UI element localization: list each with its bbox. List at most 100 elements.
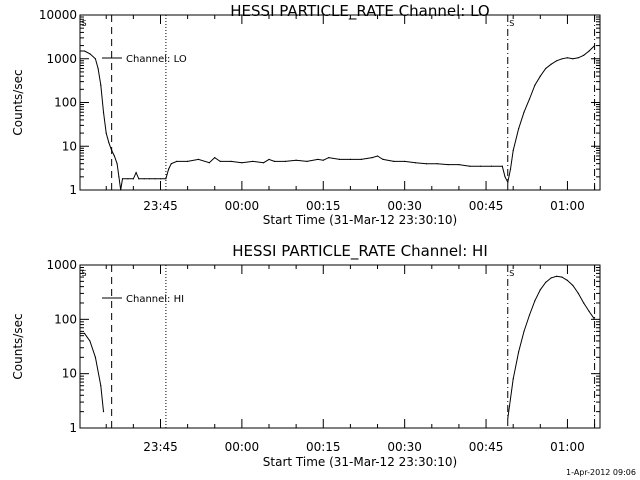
data-point <box>89 340 91 342</box>
data-point <box>534 300 536 302</box>
data-point <box>518 128 520 130</box>
data-point <box>97 67 99 70</box>
y-axis-label: Counts/sec <box>11 69 25 135</box>
chart-panel-hi: HESSI PARTICLE_RATE Channel: HI Start Tim… <box>11 242 601 469</box>
data-point <box>528 314 531 316</box>
data-point <box>263 162 265 164</box>
x-tick-label: 00:00 <box>225 440 260 454</box>
data-point <box>572 58 574 60</box>
series-line-hi <box>80 332 104 412</box>
data-point <box>214 157 216 159</box>
data-point <box>539 289 541 291</box>
data-point <box>393 160 395 162</box>
data-point <box>507 417 509 419</box>
data-point <box>469 165 471 167</box>
data-point <box>550 277 552 279</box>
data-point <box>561 58 563 60</box>
data-point <box>518 351 520 353</box>
y-tick-label: 100 <box>54 96 77 110</box>
data-point <box>79 332 81 334</box>
data-point <box>490 165 493 167</box>
data-point <box>100 84 102 86</box>
data-point <box>577 292 579 294</box>
chart-title: HESSI PARTICLE_RATE Channel: LO <box>230 2 489 21</box>
data-point <box>382 158 384 160</box>
data-point <box>108 142 110 144</box>
x-tick-label: 23:45 <box>143 199 178 213</box>
data-point <box>328 157 330 159</box>
x-tick-label: 00:45 <box>469 199 504 213</box>
data-point <box>111 149 113 152</box>
data-point <box>572 284 574 287</box>
y-tick-label: 10 <box>62 139 77 153</box>
data-point <box>143 178 145 180</box>
data-point <box>545 67 547 70</box>
data-point <box>168 168 170 170</box>
y-tick-label: 100 <box>54 312 77 326</box>
data-point <box>230 160 232 162</box>
data-point <box>83 50 86 52</box>
data-point <box>317 158 319 160</box>
data-point <box>360 158 362 160</box>
data-point <box>100 385 102 387</box>
legend-label: Channel: LO <box>126 54 187 65</box>
data-point <box>349 158 351 160</box>
data-point <box>94 58 96 60</box>
data-point <box>105 132 107 134</box>
legend-label: Channel: HI <box>126 294 184 305</box>
data-point <box>273 160 275 162</box>
series-line-lo <box>80 45 595 191</box>
data-point <box>241 162 243 164</box>
data-point <box>135 172 137 174</box>
data-point <box>545 281 547 283</box>
data-point <box>566 57 569 59</box>
data-point <box>436 163 438 165</box>
x-tick-label: 00:15 <box>306 199 341 213</box>
data-point <box>561 276 563 278</box>
boundary-marker: S <box>81 19 86 28</box>
data-point <box>539 75 541 77</box>
x-tick-label: 01:00 <box>550 440 585 454</box>
plot-frame <box>79 14 601 191</box>
data-point <box>577 57 579 59</box>
data-point <box>83 332 86 334</box>
plot-frame <box>79 264 601 429</box>
data-point <box>197 158 200 160</box>
data-point <box>447 164 449 166</box>
boundary-marker: S <box>81 269 86 278</box>
data-point <box>566 279 569 281</box>
data-point <box>154 178 156 180</box>
data-point <box>534 84 536 86</box>
data-point <box>268 158 270 160</box>
data-point <box>116 163 118 165</box>
data-point <box>480 165 482 167</box>
data-point <box>102 111 105 113</box>
x-axis-label: Start Time (31-Mar-12 23:30:10) <box>263 213 457 227</box>
data-point <box>94 356 96 358</box>
data-point <box>556 60 558 62</box>
data-point <box>594 318 596 320</box>
data-point <box>306 160 308 162</box>
y-tick-label: 1000 <box>46 52 77 66</box>
x-axis-label: Start Time (31-Mar-12 23:30:10) <box>263 455 457 469</box>
data-point <box>138 178 140 180</box>
data-point <box>79 50 81 52</box>
data-point <box>149 178 151 180</box>
data-point <box>338 158 341 160</box>
data-point <box>170 163 172 165</box>
data-point <box>176 160 178 162</box>
data-point <box>507 181 509 183</box>
y-tick-label: 1 <box>69 183 77 197</box>
data-point <box>425 163 427 165</box>
y-tick-label: 1 <box>69 421 77 435</box>
series-line-hi <box>507 275 596 419</box>
data-point <box>512 378 514 380</box>
data-point <box>404 160 406 162</box>
data-point <box>127 178 129 180</box>
data-point <box>528 98 531 100</box>
y-tick-label: 10 <box>62 367 77 381</box>
y-axis-label: Counts/sec <box>11 313 25 379</box>
data-point <box>295 159 297 161</box>
data-point <box>594 45 596 47</box>
